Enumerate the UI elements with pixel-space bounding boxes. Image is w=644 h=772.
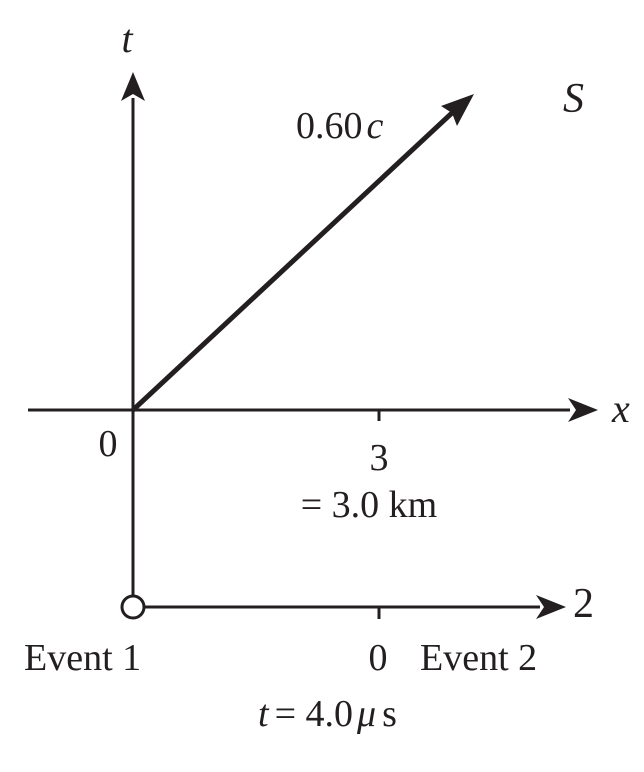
worldline-arrow-icon: [441, 94, 474, 126]
x-axis: [28, 398, 598, 422]
tick-scale-label: = 3.0 km: [301, 484, 438, 526]
speed-value: 0.60: [296, 105, 363, 147]
worldline: [131, 94, 474, 412]
event1-label: Event 1: [24, 637, 141, 679]
speed-label: 0.60 c: [296, 105, 384, 147]
t-axis: [121, 72, 145, 605]
time-note-mu: μ: [356, 693, 376, 735]
t-axis-label: t: [121, 16, 133, 61]
time-note-value: = 4.0: [275, 693, 353, 735]
origin-label: 0: [99, 423, 118, 465]
frame-label: S: [563, 76, 584, 122]
x-axis-label: x: [611, 386, 630, 431]
second-axis-tick-label: 0: [369, 637, 388, 679]
second-axis: [145, 595, 566, 619]
tick-value-label: 3: [370, 437, 389, 479]
time-note: t = 4.0 μ s: [258, 693, 397, 735]
time-note-unit: s: [382, 693, 397, 735]
speed-unit: c: [367, 105, 384, 147]
t-axis-arrow-icon: [121, 72, 145, 101]
second-axis-arrow-icon: [536, 595, 566, 619]
event1-marker: [120, 594, 146, 620]
time-note-var: t: [258, 693, 270, 735]
event2-label: Event 2: [420, 637, 537, 679]
x-axis-arrow-icon: [568, 398, 598, 422]
second-axis-label: 2: [573, 581, 594, 627]
